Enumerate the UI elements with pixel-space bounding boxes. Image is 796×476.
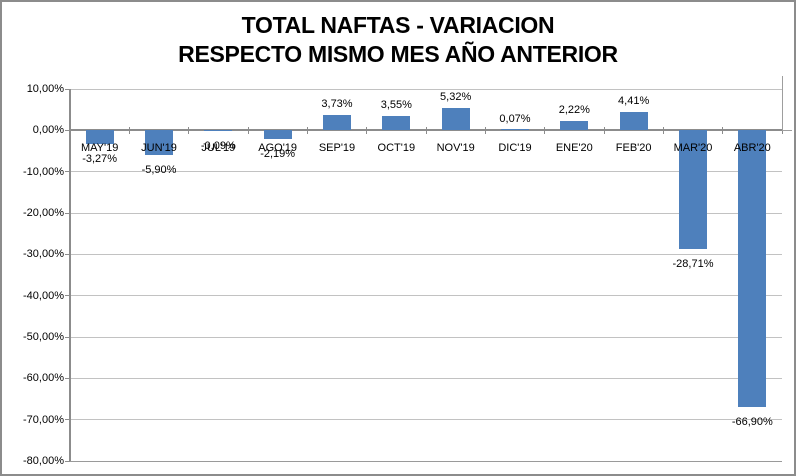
x-axis-tick [603, 127, 605, 135]
bar-mar20[interactable] [679, 130, 707, 249]
data-label: 3,55% [380, 98, 412, 111]
gridline [70, 295, 782, 297]
data-label: -66,90% [731, 415, 773, 428]
x-axis-tick [366, 127, 368, 135]
y-axis-tick [65, 212, 70, 214]
category-label: OCT'19 [377, 142, 416, 155]
y-axis-tick [65, 336, 70, 338]
gridline [70, 460, 782, 462]
y-axis-tick [65, 253, 70, 255]
bar-feb20[interactable] [619, 112, 648, 131]
x-axis-tick [484, 127, 486, 135]
category-label: NOV'19 [436, 142, 475, 155]
data-label: -0,09% [200, 139, 236, 152]
data-label: -2,19% [260, 148, 296, 161]
y-axis-label: -80,00% [23, 455, 64, 467]
gridline [70, 336, 782, 338]
x-axis-tick [247, 127, 249, 135]
x-axis-tick [425, 127, 427, 135]
y-axis-line [69, 89, 71, 461]
category-label: DIC'19 [498, 142, 532, 155]
y-axis-label: -60,00% [23, 372, 64, 385]
x-axis-tick [662, 127, 664, 135]
y-axis-tick [65, 88, 70, 90]
gridline [70, 171, 782, 173]
bar-may19[interactable] [85, 130, 114, 144]
chart-title: TOTAL NAFTAS - VARIACION RESPECTO MISMO … [2, 11, 794, 69]
category-label: JUN'19 [141, 142, 177, 155]
y-axis-label: 0,00% [32, 124, 64, 137]
y-axis-tick [65, 377, 70, 379]
bar-jul19[interactable] [204, 130, 233, 132]
gridline [70, 377, 782, 379]
data-label: 2,22% [558, 104, 590, 117]
data-label: -3,27% [82, 152, 118, 165]
gridline [70, 419, 782, 421]
chart-title-line2: RESPECTO MISMO MES AÑO ANTERIOR [178, 41, 618, 67]
x-axis-tick [306, 127, 308, 135]
bar-jun19[interactable] [145, 130, 173, 155]
gridline [70, 212, 782, 214]
data-label: -28,71% [672, 258, 714, 270]
category-label: SEP'19 [318, 142, 356, 155]
y-axis-tick [65, 419, 70, 421]
category-label: AGO'19 [258, 142, 298, 155]
bar-oct19[interactable] [382, 115, 411, 131]
data-label: 3,73% [321, 97, 353, 110]
y-axis-label: -10,00% [23, 165, 64, 178]
y-axis-tick [65, 295, 70, 297]
gridline [70, 88, 782, 90]
x-axis-tick [544, 127, 546, 135]
bar-ene20[interactable] [560, 121, 589, 131]
y-axis-label: -20,00% [23, 207, 64, 219]
bar-nov19[interactable] [441, 108, 470, 131]
x-axis-tick [69, 127, 71, 135]
data-label: -5,90% [141, 163, 177, 176]
y-axis-label: -30,00% [23, 248, 64, 261]
bar-ago19[interactable] [263, 130, 292, 140]
x-axis-tick [722, 127, 724, 135]
category-label: JUL'19 [201, 142, 236, 155]
category-label: ENE'20 [555, 142, 593, 155]
x-axis-tick [188, 127, 190, 135]
y-axis-tick [65, 129, 70, 131]
category-label: MAR'20 [673, 142, 713, 155]
chart-title-line1: TOTAL NAFTAS - VARIACION [241, 12, 555, 38]
data-label: 4,41% [618, 95, 650, 108]
gridline [70, 253, 782, 255]
data-label: 5,32% [440, 91, 472, 104]
category-label: FEB'20 [615, 142, 652, 155]
x-axis-tick [128, 127, 130, 135]
y-axis-label: 10,00% [26, 83, 64, 95]
bar-sep19[interactable] [323, 114, 351, 131]
bar-abr20[interactable] [738, 130, 767, 407]
bar-dic19[interactable] [501, 129, 529, 131]
y-axis-label: -50,00% [23, 331, 64, 343]
y-axis-tick [65, 460, 70, 462]
y-axis-label: -70,00% [23, 413, 64, 426]
data-label: 0,07% [499, 113, 531, 126]
gridline-artifact-vertical [782, 76, 783, 131]
category-label: MAY'19 [80, 142, 119, 155]
y-axis-tick [65, 171, 70, 173]
category-label: ABR'20 [733, 142, 771, 155]
gridline-artifact-horizontal [782, 129, 792, 131]
y-axis-label: -40,00% [23, 289, 64, 302]
x-axis-tick [781, 127, 783, 135]
